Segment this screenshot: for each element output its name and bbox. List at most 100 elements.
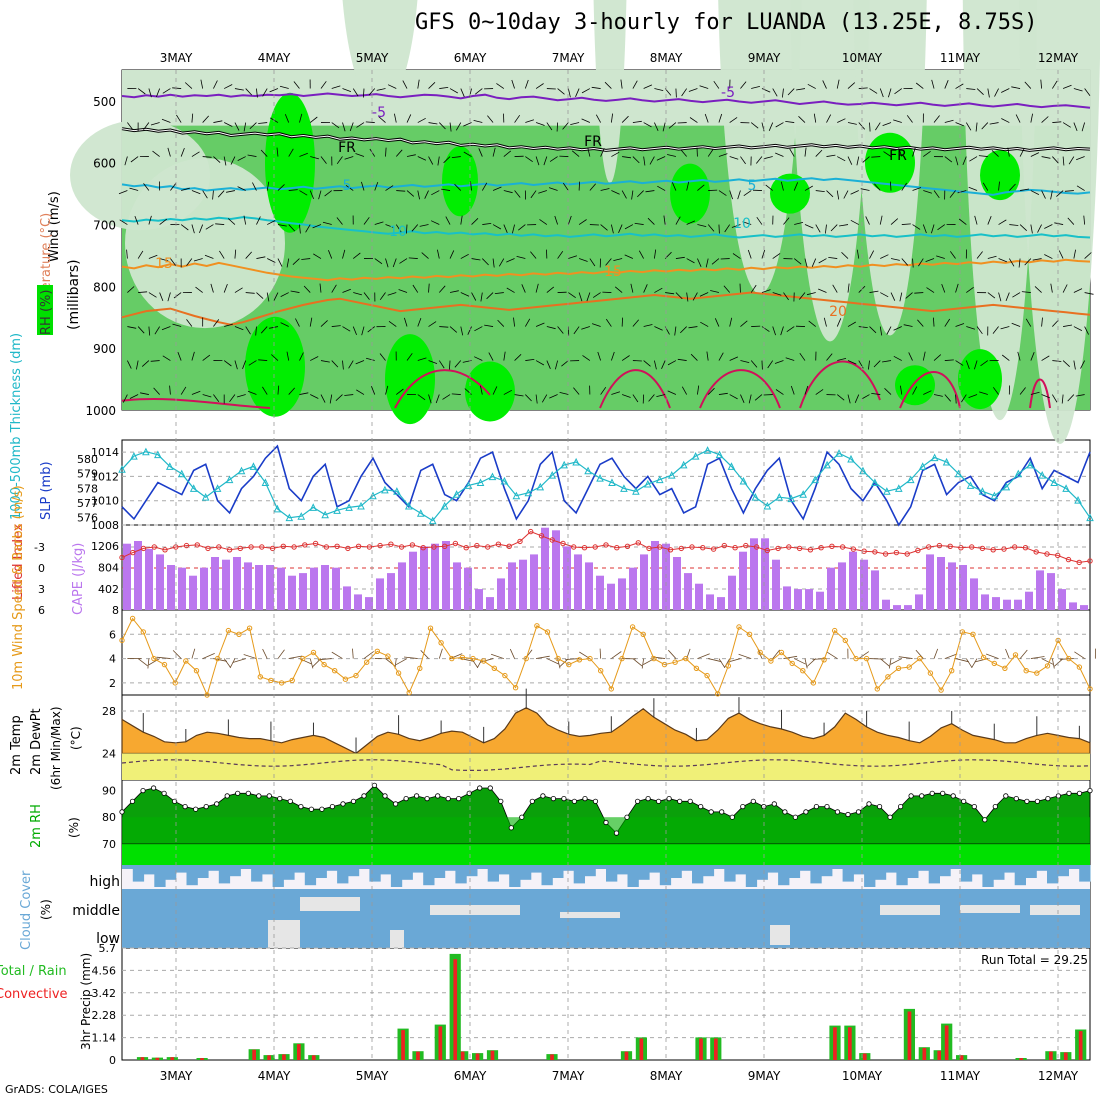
rh2m-point xyxy=(1024,798,1030,804)
wind-barb xyxy=(955,283,959,293)
cape-bar xyxy=(211,557,219,610)
wind-barb xyxy=(234,249,237,259)
lifted-index-point xyxy=(624,543,631,549)
wind-barb xyxy=(1037,224,1042,233)
wind-barb xyxy=(159,292,164,302)
precip-convective-bar xyxy=(944,1025,949,1060)
surface-wind-barb xyxy=(395,658,408,666)
thickness-point xyxy=(584,466,592,475)
surface-wind-barb xyxy=(363,651,374,659)
wind-barb xyxy=(213,156,221,163)
wind-barb xyxy=(707,148,714,157)
wind-barb xyxy=(597,351,602,361)
cape-bar xyxy=(882,599,890,610)
high-cloud-bar xyxy=(767,865,779,873)
p3-tick-right: 402 xyxy=(98,583,119,596)
surface-wind-barb xyxy=(888,658,892,669)
wind-barb xyxy=(492,386,498,395)
wind-barb xyxy=(417,394,426,401)
wind-speed-point xyxy=(1076,664,1083,670)
wind-barb xyxy=(525,394,532,402)
wind-barb xyxy=(277,184,285,191)
wind-barb xyxy=(600,188,610,191)
p8-tick: 0 xyxy=(109,1054,116,1067)
mid-cloud-gap xyxy=(880,905,940,915)
wind-speed-point xyxy=(257,674,263,680)
cape-bar xyxy=(508,562,516,610)
surface-wind-barb xyxy=(1051,658,1055,669)
thickness-point xyxy=(751,493,760,501)
wind-barb xyxy=(286,258,290,268)
wind-barb xyxy=(497,319,505,327)
wind-barb xyxy=(886,326,892,335)
p8-tick: 4.56 xyxy=(92,964,117,977)
wind-barb xyxy=(385,147,387,157)
wind-barb xyxy=(893,119,902,123)
cape-bar xyxy=(255,565,263,610)
wind-barb xyxy=(567,215,572,225)
wind-barb xyxy=(611,190,620,195)
wind-barb xyxy=(965,360,970,370)
wind-barb xyxy=(449,290,459,293)
thickness-point xyxy=(883,487,891,495)
wind-barb xyxy=(686,292,689,302)
wind-barb xyxy=(374,258,383,265)
cape-bar xyxy=(794,589,802,610)
wind-barb xyxy=(435,394,440,404)
wind-barb xyxy=(883,151,892,157)
wind-barb xyxy=(237,156,246,161)
p4-tick: 2 xyxy=(109,677,116,690)
wind-barb xyxy=(148,292,157,298)
cape-bar xyxy=(332,567,340,610)
wind-barb xyxy=(906,115,913,123)
wind-barb xyxy=(464,388,472,395)
wind-barb xyxy=(161,326,171,331)
p2-tick-right: 1014 xyxy=(91,446,119,459)
wind-barb xyxy=(724,224,731,233)
wind-barb xyxy=(1009,183,1016,191)
wind-barb xyxy=(184,82,193,89)
wind-barb xyxy=(793,182,799,191)
wind-barb xyxy=(387,84,397,89)
wind-speed-point xyxy=(204,692,210,698)
wind-barb xyxy=(180,147,185,157)
p2-tick-left: 578 xyxy=(77,482,98,495)
wind-speed-point xyxy=(395,670,402,676)
lifted-index-point xyxy=(796,545,803,552)
wind-barb xyxy=(826,190,834,198)
wind-barb xyxy=(828,257,838,259)
wind-barb xyxy=(376,88,386,91)
wind-barb xyxy=(686,258,695,264)
wind-barb xyxy=(575,88,580,97)
rh2m-point xyxy=(498,798,504,804)
wind-barb xyxy=(385,224,395,228)
high-cloud-bar xyxy=(175,865,188,873)
wind-barb xyxy=(177,351,182,361)
wind-barb xyxy=(1052,360,1062,362)
surface-wind-barb xyxy=(955,658,969,663)
surface-wind-barb xyxy=(156,656,171,659)
cape-bar xyxy=(420,546,428,610)
wind-barb xyxy=(118,190,128,195)
date-label-top: 4MAY xyxy=(258,51,291,65)
lifted-index-point xyxy=(1044,551,1050,557)
wind-barb xyxy=(411,224,419,232)
wind-barb xyxy=(152,150,160,157)
wind-barb xyxy=(535,283,539,293)
panel-7 xyxy=(121,947,1091,1061)
cape-bar xyxy=(871,570,879,610)
wind-barb xyxy=(1005,292,1010,302)
contour-label: FR xyxy=(889,148,907,164)
wind-speed-point xyxy=(778,649,785,656)
p3-tick-left: 3 xyxy=(38,583,45,596)
mid-cloud-gap xyxy=(390,930,404,948)
high-cloud-bar xyxy=(530,865,542,873)
wind-barb xyxy=(473,120,483,123)
surface-wind-barb xyxy=(1019,649,1028,659)
thickness-point xyxy=(130,452,138,460)
surface-wind-barb xyxy=(309,658,314,669)
wind-speed-point xyxy=(342,676,349,682)
wind-barb xyxy=(901,182,908,191)
wind-barb xyxy=(173,292,182,299)
lifted-index-point xyxy=(603,542,609,548)
